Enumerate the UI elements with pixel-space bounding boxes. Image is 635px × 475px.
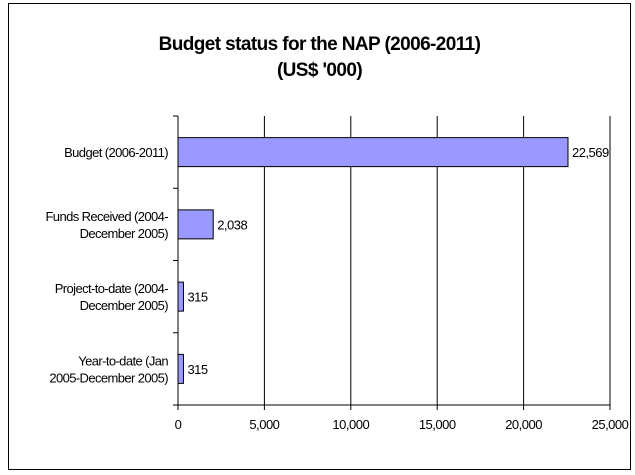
category-label: Budget (2006-2011) [64, 145, 168, 160]
x-tick-label: 0 [175, 417, 182, 432]
x-tick-label: 5,000 [249, 417, 279, 432]
x-tick-label: 15,000 [419, 417, 456, 432]
category-label: Funds Received (2004- [45, 209, 168, 224]
category-label: Project-to-date (2004- [55, 281, 169, 296]
x-tick-label: 25,000 [592, 417, 629, 432]
x-tick-label: 20,000 [505, 417, 542, 432]
labels: 0 5,000 10,000 15,000 20,000 25,000 22,569 Budg… [45, 145, 629, 432]
bar [177, 281, 184, 312]
chart-title: Budget status for the NAP (2006-2011) [158, 34, 481, 55]
bar [177, 137, 569, 168]
bar-value-label: 2,038 [217, 217, 247, 232]
bar-value-label: 315 [187, 290, 207, 305]
chart-frame [8, 3, 631, 470]
bar [177, 353, 184, 384]
category-label: December 2005) [80, 298, 169, 313]
bar [177, 209, 214, 240]
category-label: 2005-December 2005) [49, 370, 168, 385]
bar-value-label: 315 [187, 362, 207, 377]
axes [173, 115, 611, 410]
x-tick-label: 10,000 [332, 417, 369, 432]
category-label: December 2005) [80, 226, 169, 241]
chart-subtitle: (US$ '000) [276, 60, 363, 81]
bar-value-label: 22,569 [572, 145, 609, 160]
bars [177, 137, 569, 384]
category-label: Year-to-date (Jan [78, 353, 168, 368]
